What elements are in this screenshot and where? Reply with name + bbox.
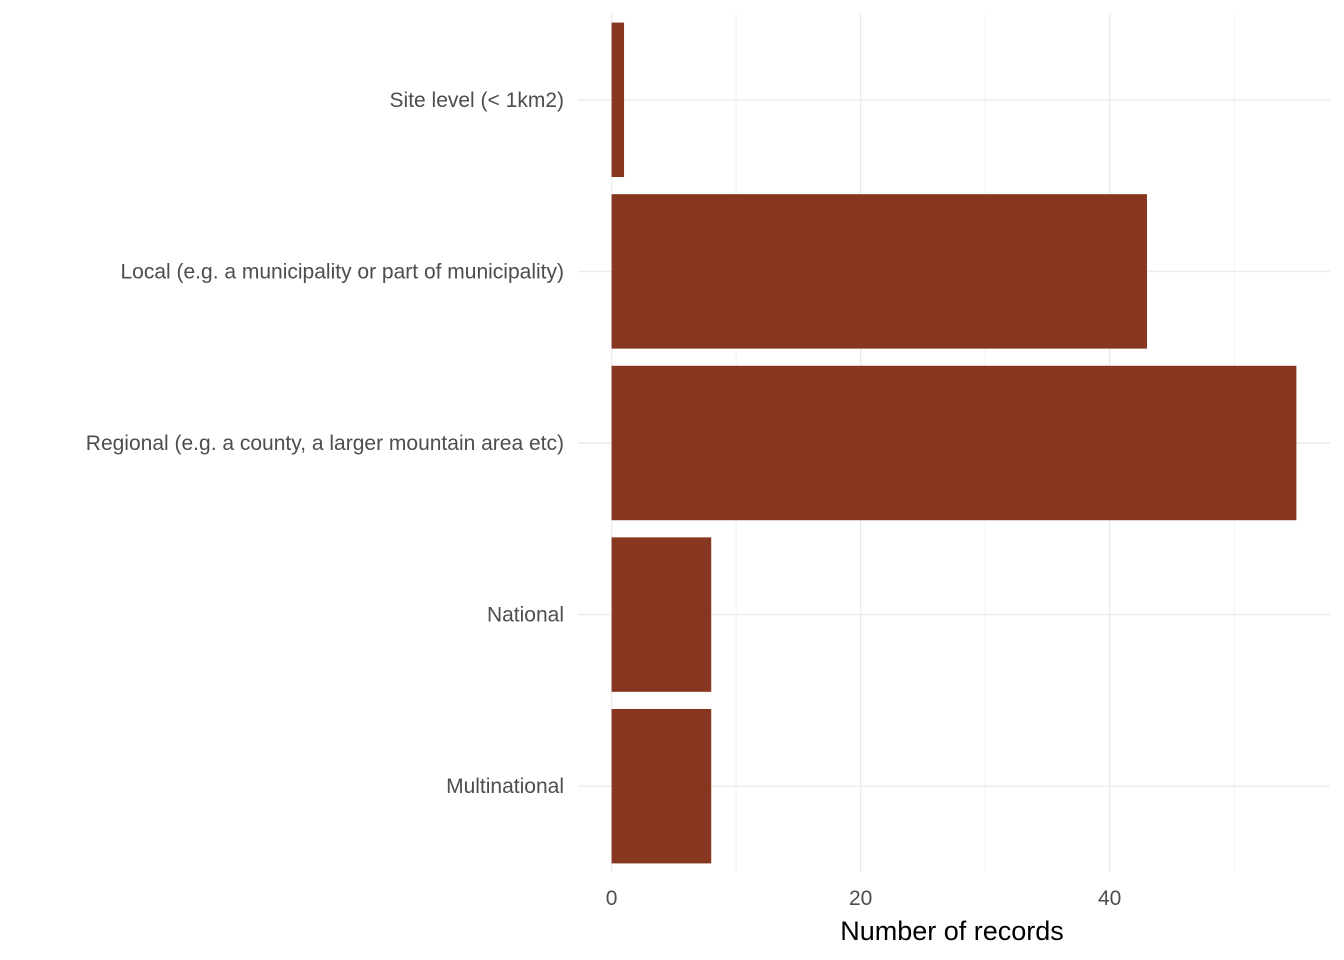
x-axis-title: Number of records bbox=[840, 916, 1064, 946]
bar bbox=[611, 22, 625, 178]
bar bbox=[611, 537, 712, 692]
bar bbox=[611, 708, 712, 864]
x-tick-label: 20 bbox=[849, 887, 872, 910]
bar bbox=[611, 365, 1297, 521]
bars bbox=[611, 22, 1297, 864]
y-tick-label: National bbox=[487, 604, 564, 627]
x-tick-label: 40 bbox=[1098, 887, 1121, 910]
x-tick-label: 0 bbox=[606, 887, 618, 910]
y-tick-label: Multinational bbox=[446, 775, 564, 798]
y-axis-labels: Site level (< 1km2) Local (e.g. a municip… bbox=[86, 89, 564, 798]
y-tick-label: Local (e.g. a municipality or part of mu… bbox=[120, 260, 564, 283]
bar bbox=[611, 194, 1147, 349]
y-tick-label: Regional (e.g. a county, a larger mounta… bbox=[86, 432, 564, 455]
x-axis-labels: 0 20 40 bbox=[606, 887, 1122, 910]
y-tick-label: Site level (< 1km2) bbox=[390, 89, 564, 112]
